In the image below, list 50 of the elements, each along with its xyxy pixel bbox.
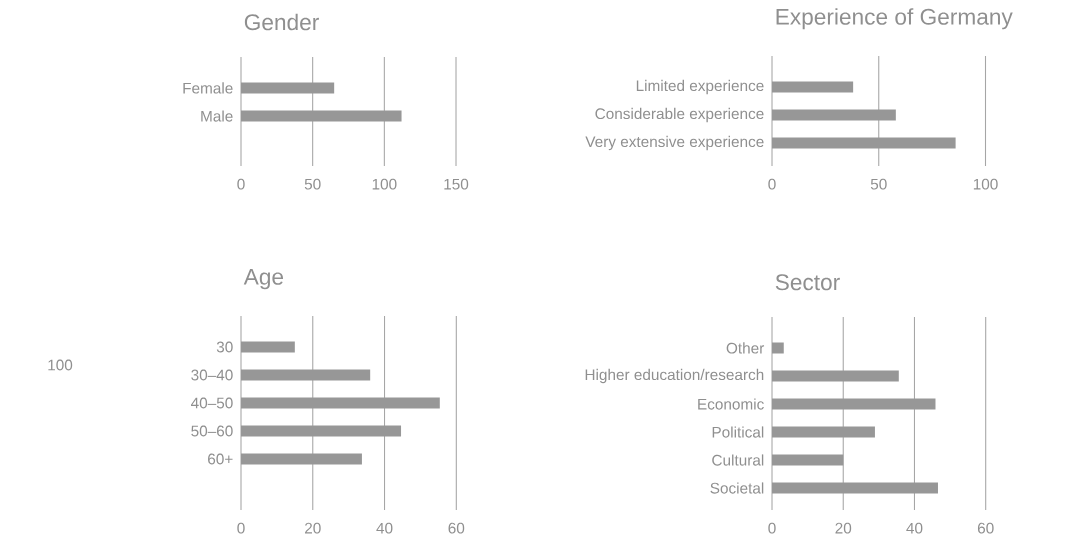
x-tick-label: 40 <box>376 522 393 534</box>
y-tick-label: Higher education/research <box>585 368 764 384</box>
y-tick-label: Economic <box>698 398 764 410</box>
x-tick-label: 60 <box>977 522 994 534</box>
y-tick-label: 50–60 <box>191 425 233 437</box>
y-tick-label: Political <box>712 426 764 438</box>
chart-title: Gender <box>244 13 319 31</box>
x-tick-label: 100 <box>372 178 397 190</box>
x-tick-label: 40 <box>906 522 923 534</box>
bar <box>772 426 875 438</box>
y-tick-label: 30–40 <box>191 369 233 381</box>
x-tick-label: 20 <box>305 522 321 534</box>
bar <box>772 81 854 93</box>
text: 100 <box>48 359 73 371</box>
x-tick-label: 150 <box>444 178 469 190</box>
bar <box>772 370 899 382</box>
y-tick-label: Societal <box>710 482 764 494</box>
bar <box>241 369 371 381</box>
bar <box>241 453 362 465</box>
chart-title: Sector <box>775 274 840 291</box>
y-tick-label: Cultural <box>712 454 764 466</box>
x-tick-label: 20 <box>835 522 852 534</box>
bar <box>241 397 440 409</box>
y-tick-label: Female <box>183 82 233 94</box>
bar <box>772 398 936 410</box>
x-tick-label: 50 <box>304 178 321 190</box>
chart-title: Age <box>243 268 284 290</box>
bar <box>772 137 956 149</box>
chart-title: Experience of Germany <box>776 8 1013 30</box>
y-tick-label: Other <box>726 342 765 354</box>
bar <box>772 454 844 466</box>
y-tick-label: 30 <box>216 341 233 353</box>
x-tick-label: 50 <box>870 178 887 190</box>
bar <box>241 341 295 353</box>
y-tick-label: 60+ <box>208 453 233 465</box>
y-tick-label: Male <box>201 110 233 122</box>
y-tick-label: 40–50 <box>191 397 233 409</box>
bar <box>772 482 938 494</box>
x-tick-label: 100 <box>973 178 998 190</box>
bar <box>241 425 402 437</box>
y-tick-label: Very extensive experience <box>585 135 764 151</box>
x-tick-label: 0 <box>237 522 245 534</box>
x-tick-label: 0 <box>237 178 245 190</box>
x-tick-label: 0 <box>768 522 776 534</box>
bar <box>772 109 896 121</box>
y-tick-label: Limited experience <box>636 79 764 95</box>
y-tick-label: Considerable experience <box>595 107 764 123</box>
x-tick-label: 60 <box>448 522 465 534</box>
bar <box>772 342 784 354</box>
x-tick-label: 0 <box>768 178 776 190</box>
